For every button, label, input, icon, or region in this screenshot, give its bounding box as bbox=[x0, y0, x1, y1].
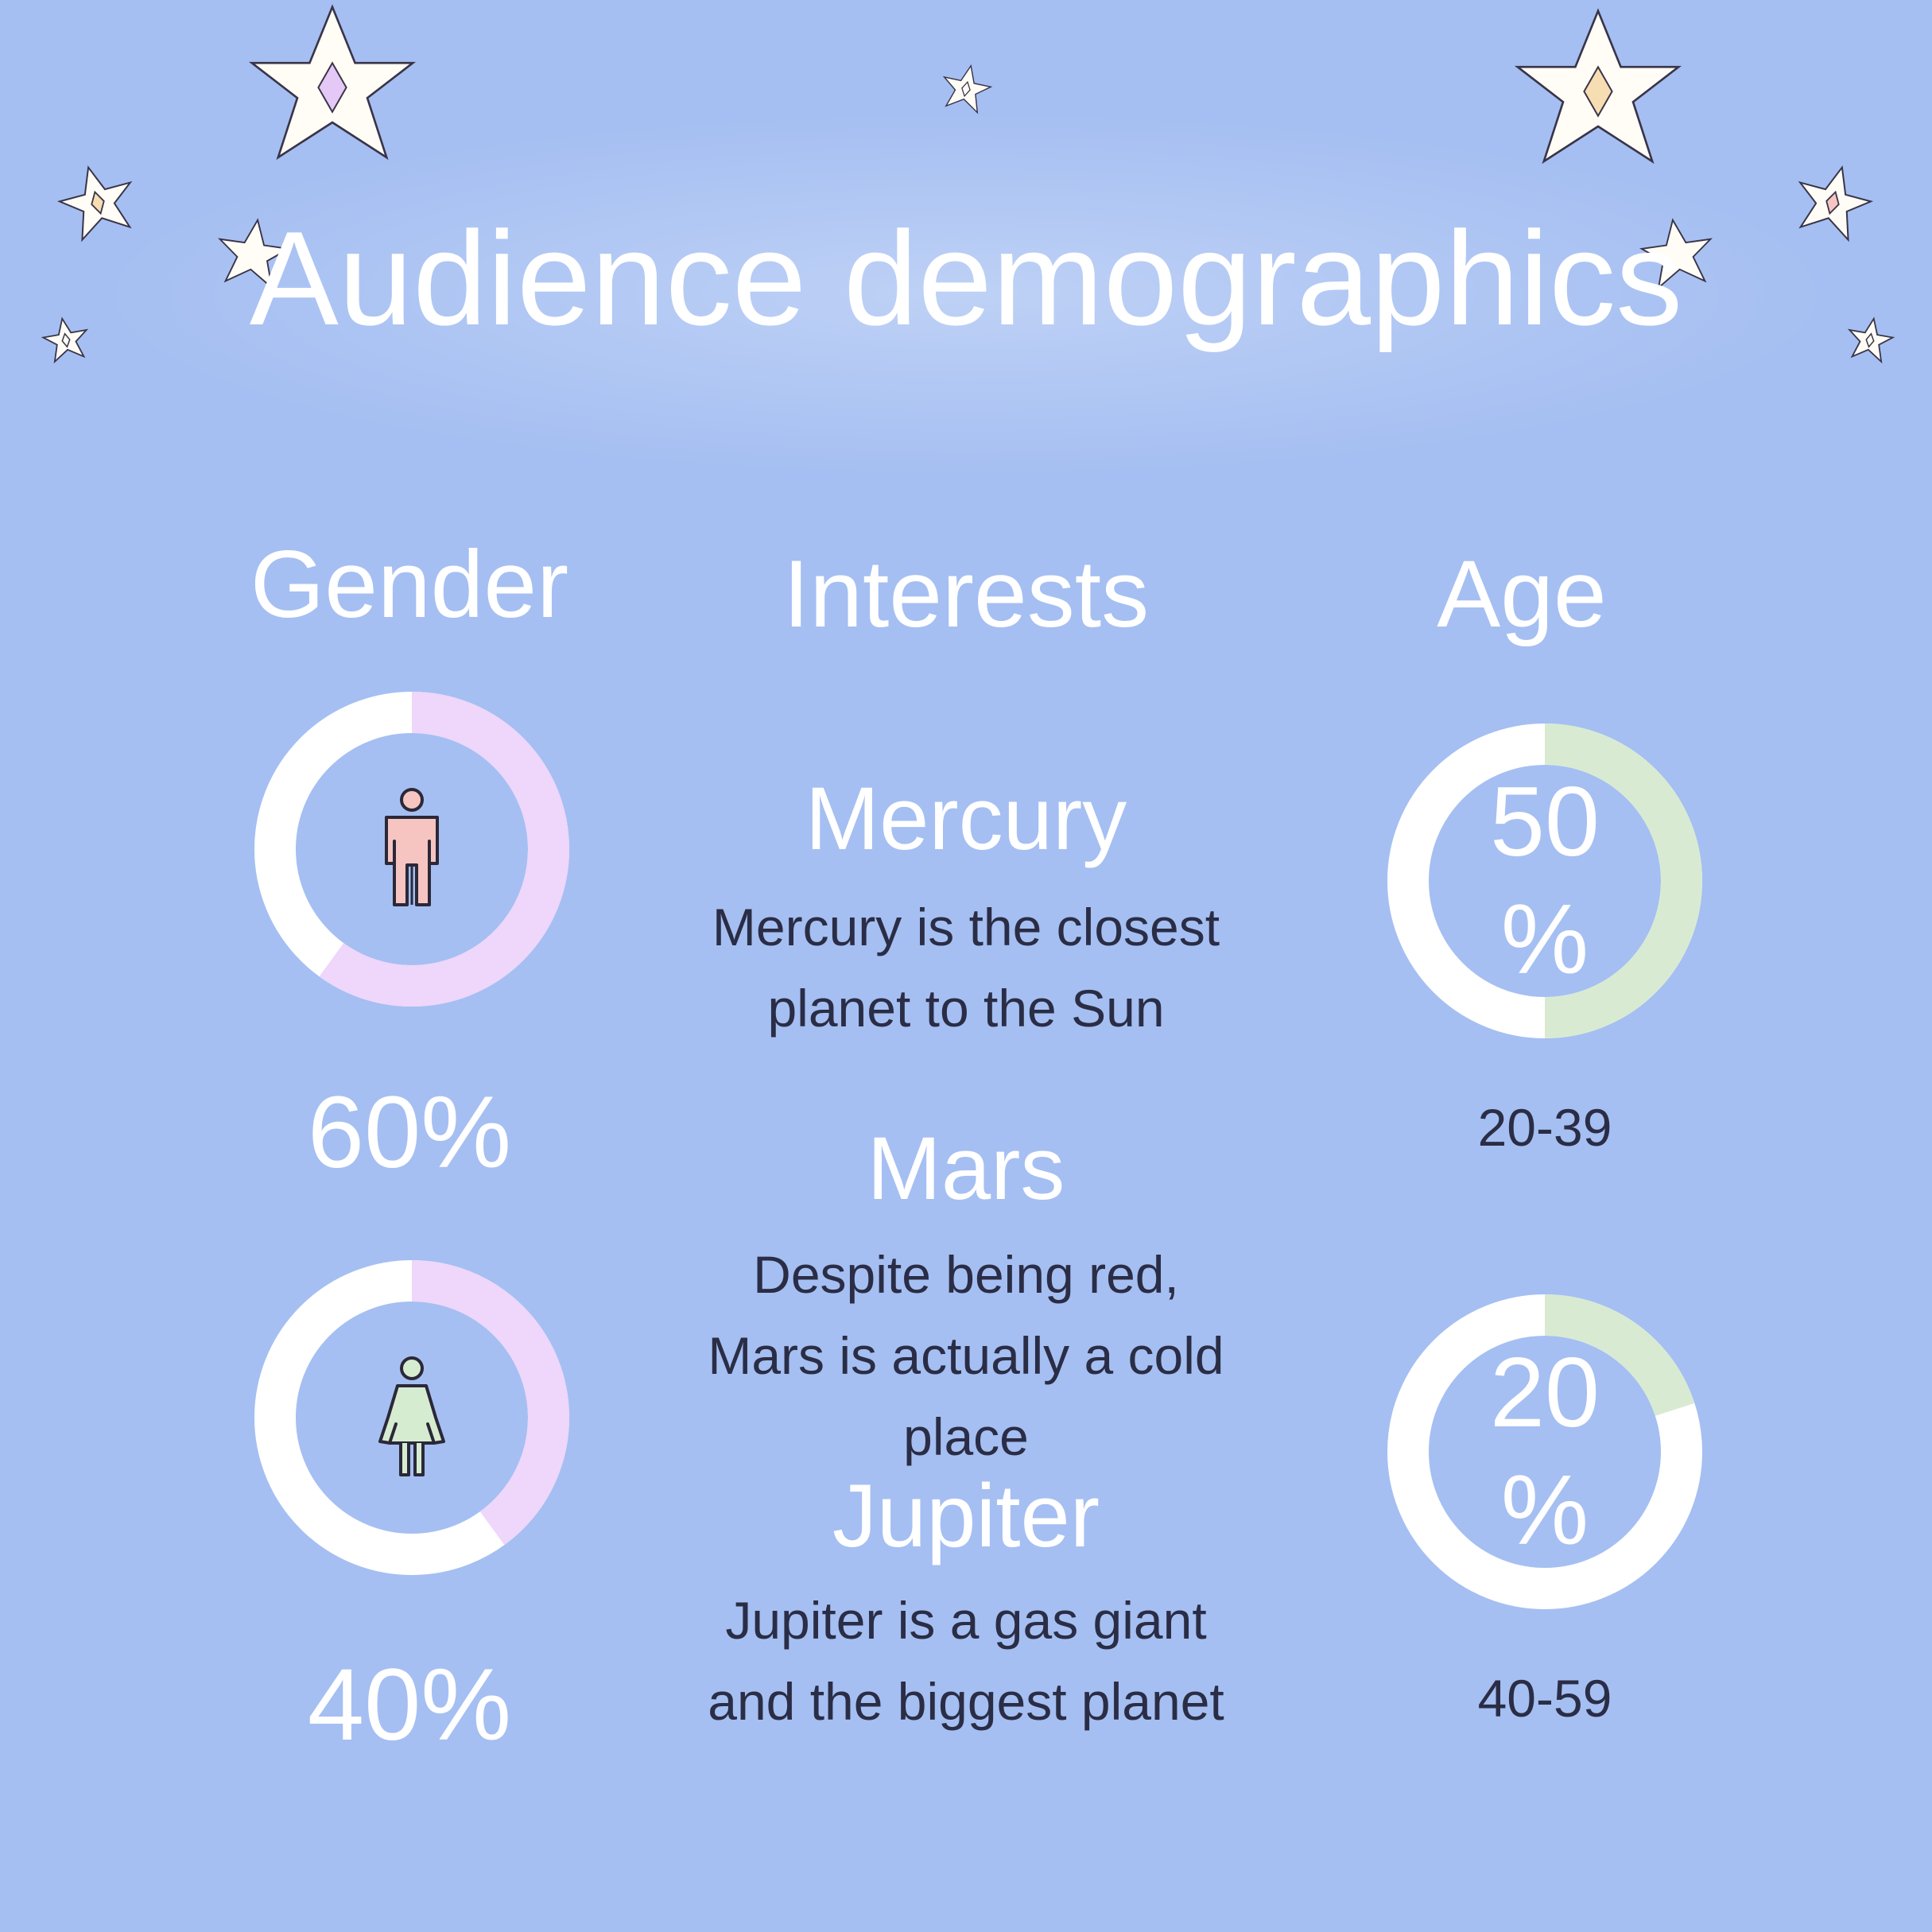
age-percent-sign: % bbox=[1500, 885, 1589, 995]
gender-donut-male bbox=[254, 692, 569, 1007]
age-donut-20-39 bbox=[1387, 724, 1702, 1038]
male-person-icon bbox=[385, 788, 439, 906]
age-percent: 50 % bbox=[1473, 763, 1616, 999]
donut-arc bbox=[1544, 724, 1702, 1038]
age-range-label: 40-59 bbox=[1477, 1669, 1612, 1728]
age-percent: 20 % bbox=[1473, 1334, 1616, 1569]
age-heading: Age bbox=[1437, 541, 1607, 647]
female-person-icon bbox=[378, 1356, 445, 1476]
age-percent-number: 50 bbox=[1490, 767, 1600, 877]
star-icon bbox=[942, 64, 993, 114]
donut-arc bbox=[1544, 1294, 1695, 1417]
gender-donut-female bbox=[254, 1260, 569, 1575]
interest-description: Jupiter is a gas giant and the biggest p… bbox=[708, 1591, 1224, 1731]
age-donut-40-59 bbox=[1387, 1294, 1702, 1609]
donut-arc bbox=[411, 1260, 569, 1546]
page-title: Audience demographics bbox=[249, 204, 1683, 353]
star-icon bbox=[56, 165, 133, 242]
interests-heading: Interests bbox=[782, 541, 1150, 647]
age-percent-sign: % bbox=[1500, 1456, 1589, 1565]
star-icon bbox=[1798, 165, 1874, 242]
interest-description: Mercury is the closest planet to the Sun bbox=[712, 898, 1220, 1038]
star-icon bbox=[1847, 316, 1895, 364]
donut-arc bbox=[319, 692, 569, 1007]
gender-heading: Gender bbox=[250, 531, 569, 638]
interest-name: Jupiter bbox=[832, 1466, 1100, 1565]
interest-name: Mercury bbox=[805, 769, 1127, 868]
star-icon bbox=[248, 4, 417, 161]
interest-description: Despite being red, Mars is actually a co… bbox=[708, 1245, 1224, 1466]
gender-female-percent: 40% bbox=[307, 1648, 512, 1762]
gender-male-percent: 60% bbox=[307, 1076, 512, 1189]
star-icon bbox=[217, 218, 292, 290]
star-icon bbox=[1514, 8, 1682, 165]
star-icon bbox=[41, 316, 89, 364]
age-range-label: 20-39 bbox=[1477, 1098, 1612, 1157]
age-percent-number: 20 bbox=[1490, 1338, 1600, 1448]
star-icon bbox=[1639, 218, 1713, 290]
interest-name: Mars bbox=[867, 1119, 1065, 1218]
